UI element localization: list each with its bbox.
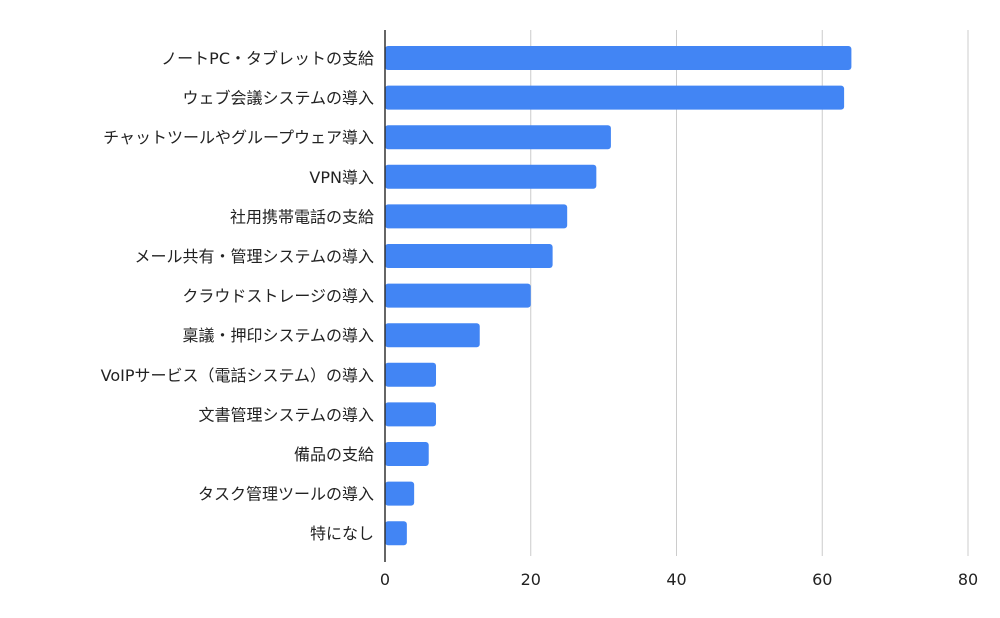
bar	[385, 125, 611, 150]
category-label: チャットツールやグループウェア導入	[103, 128, 374, 147]
x-tick-label: 40	[666, 570, 686, 589]
category-labels: ノートPC・タブレットの支給ウェブ会議システムの導入チャットツールやグループウェ…	[101, 49, 374, 543]
category-label: 社用携帯電話の支給	[230, 207, 374, 226]
category-label: クラウドストレージの導入	[182, 287, 374, 306]
bar	[385, 442, 429, 466]
category-label: タスク管理ツールの導入	[198, 485, 374, 504]
category-label: 備品の支給	[294, 445, 374, 464]
bar	[385, 244, 553, 268]
bar	[385, 521, 407, 546]
category-label: メール共有・管理システムの導入	[134, 247, 374, 266]
tick-labels: 0 20 40 60 80	[380, 570, 978, 589]
bar	[385, 283, 531, 308]
x-tick-label: 0	[380, 570, 390, 589]
bar	[385, 46, 852, 70]
category-label: 特になし	[310, 524, 374, 543]
bar	[385, 323, 480, 348]
category-label: VoIPサービス（電話システム）の導入	[101, 366, 374, 385]
bar	[385, 481, 415, 506]
category-label: 文書管理システムの導入	[198, 405, 374, 424]
x-tick-label: 20	[521, 570, 541, 589]
category-label: VPN導入	[309, 168, 374, 187]
category-label: 稟議・押印システムの導入	[182, 326, 374, 345]
bar	[385, 164, 597, 189]
bar	[385, 85, 845, 110]
category-label: ノートPC・タブレットの支給	[161, 49, 374, 68]
category-label: ウェブ会議システムの導入	[182, 89, 374, 108]
x-tick-label: 80	[958, 570, 978, 589]
bar	[385, 204, 568, 229]
bars	[385, 46, 852, 546]
bar	[385, 362, 437, 387]
x-tick-label: 60	[812, 570, 832, 589]
bar	[385, 402, 437, 427]
